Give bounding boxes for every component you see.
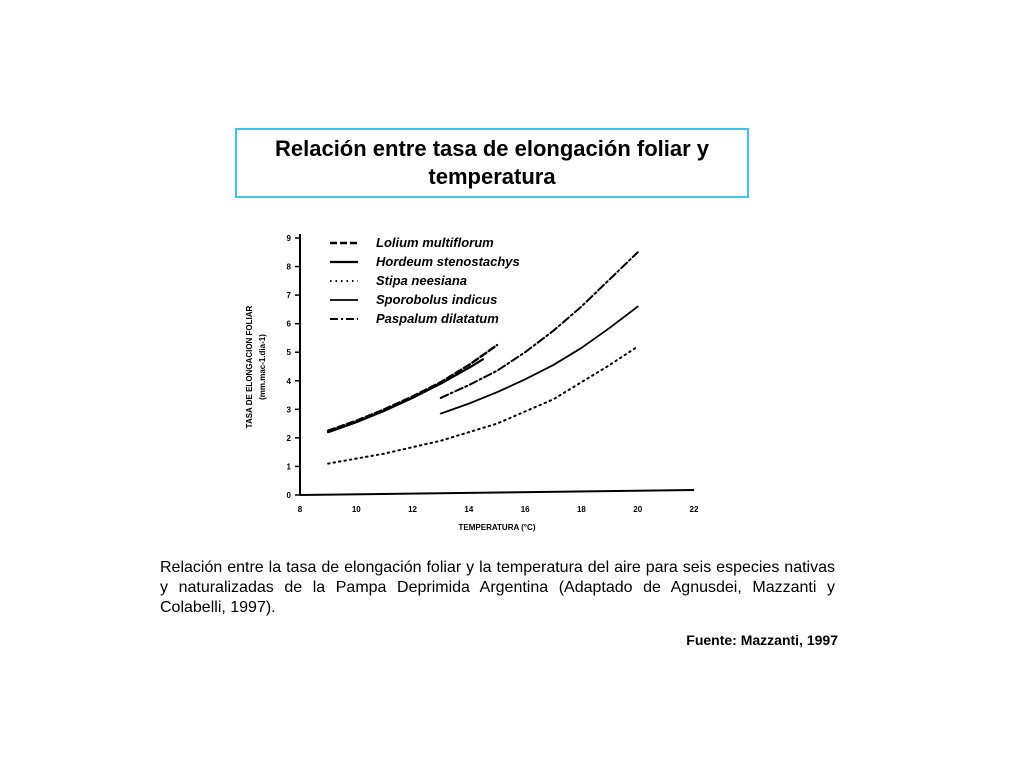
x-tick-label: 8 bbox=[298, 505, 303, 514]
series-line-1 bbox=[326, 343, 499, 432]
x-tick-label: 14 bbox=[464, 505, 473, 514]
y-tick-label: 1 bbox=[287, 462, 292, 471]
series-line-3 bbox=[327, 345, 639, 465]
y-tick-label: 6 bbox=[287, 320, 292, 329]
chart-title: Relación entre tasa de elongación foliar… bbox=[274, 136, 710, 189]
x-tick-label: 10 bbox=[352, 505, 361, 514]
y-tick-label: 0 bbox=[287, 491, 292, 500]
legend-label: Stipa neesiana bbox=[376, 273, 467, 288]
legend-label: Paspalum dilatatum bbox=[376, 311, 499, 326]
source-note: Fuente: Mazzanti, 1997 bbox=[686, 632, 838, 648]
y-tick-label: 2 bbox=[287, 434, 292, 443]
x-axis-line bbox=[299, 489, 695, 496]
legend-label: Sporobolus indicus bbox=[376, 292, 497, 307]
figure-caption: Relación entre la tasa de elongación fol… bbox=[160, 559, 835, 616]
y-tick-label: 3 bbox=[287, 405, 292, 414]
x-tick-label: 16 bbox=[521, 505, 530, 514]
y-axis-label: TASA DE ELONGACION FOLIAR bbox=[245, 305, 254, 428]
series-line-2 bbox=[327, 358, 485, 434]
chart-title-box: Relación entre tasa de elongación foliar… bbox=[235, 128, 749, 198]
x-tick-label: 22 bbox=[690, 505, 699, 514]
chart-legend: Lolium multiflorum Hordeum stenostachys St… bbox=[330, 235, 520, 326]
y-tick-label: 9 bbox=[287, 234, 292, 243]
y-axis-units: (mm.mac-1.dia-1) bbox=[258, 334, 267, 400]
x-axis-label: TEMPERATURA (°C) bbox=[459, 523, 536, 532]
series-line-5 bbox=[439, 251, 639, 399]
y-tick-label: 4 bbox=[287, 377, 292, 386]
series-line-4 bbox=[439, 305, 639, 415]
y-tick-label: 7 bbox=[287, 291, 292, 300]
x-tick-label: 18 bbox=[577, 505, 586, 514]
chart-series-layer bbox=[326, 251, 639, 465]
x-tick-label: 20 bbox=[633, 505, 642, 514]
legend-label: Hordeum stenostachys bbox=[376, 254, 520, 269]
x-tick-label: 12 bbox=[408, 505, 417, 514]
legend-label: Lolium multiflorum bbox=[376, 235, 494, 250]
y-tick-label: 5 bbox=[287, 348, 292, 357]
y-tick-label: 8 bbox=[287, 263, 292, 272]
